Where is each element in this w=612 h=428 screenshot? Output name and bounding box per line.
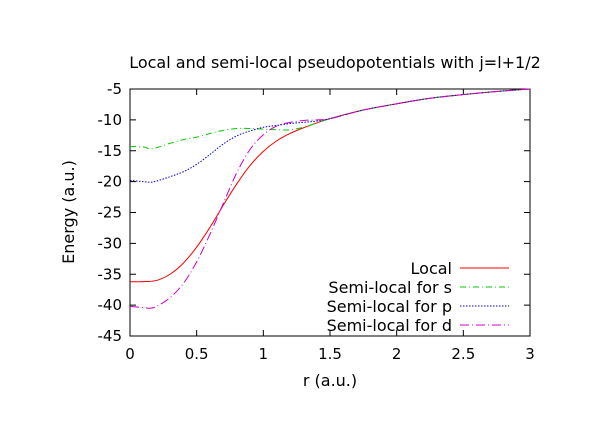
x-tick-label-1: 0.5 <box>185 345 209 363</box>
legend-label-semi-local-for-p: Semi-local for p <box>327 297 452 316</box>
series-line-semi-local-for-d <box>129 88 531 309</box>
y-tick-label-8: -45 <box>98 327 123 345</box>
y-axis-label: Energy (a.u.) <box>59 160 78 264</box>
legend-label-semi-local-for-d: Semi-local for d <box>327 316 452 335</box>
series-line-semi-local-for-s <box>129 88 531 150</box>
x-tick-label-5: 2.5 <box>451 345 475 363</box>
x-tick-label-4: 2 <box>392 345 402 363</box>
y-tick-label-2: -15 <box>98 142 123 160</box>
legend-label-local: Local <box>411 259 452 278</box>
x-tick-label-3: 1.5 <box>318 345 342 363</box>
y-tick-label-3: -20 <box>98 173 123 191</box>
x-tick-label-2: 1 <box>259 345 269 363</box>
y-tick-label-7: -40 <box>98 296 123 314</box>
x-axis-label: r (a.u.) <box>303 371 357 390</box>
chart-title: Local and semi-local pseudopotentials wi… <box>129 53 541 72</box>
y-tick-label-1: -10 <box>98 111 123 129</box>
series-line-semi-local-for-p <box>129 88 531 183</box>
y-tick-label-4: -25 <box>98 204 123 222</box>
series-line-local <box>129 88 531 283</box>
legend-label-semi-local-for-s: Semi-local for s <box>328 278 452 297</box>
y-tick-label-5: -30 <box>98 234 123 252</box>
y-tick-label-0: -5 <box>107 80 122 98</box>
axes: 0 0.5 1 1.5 2 2.5 3 -5 -10 -15 -20 -25 -30 -35 -40 -45 <box>98 80 535 363</box>
x-tick-label-6: 3 <box>525 345 535 363</box>
series-layer <box>129 88 531 309</box>
y-tick-label-6: -35 <box>98 265 123 283</box>
x-tick-label-0: 0 <box>125 345 135 363</box>
